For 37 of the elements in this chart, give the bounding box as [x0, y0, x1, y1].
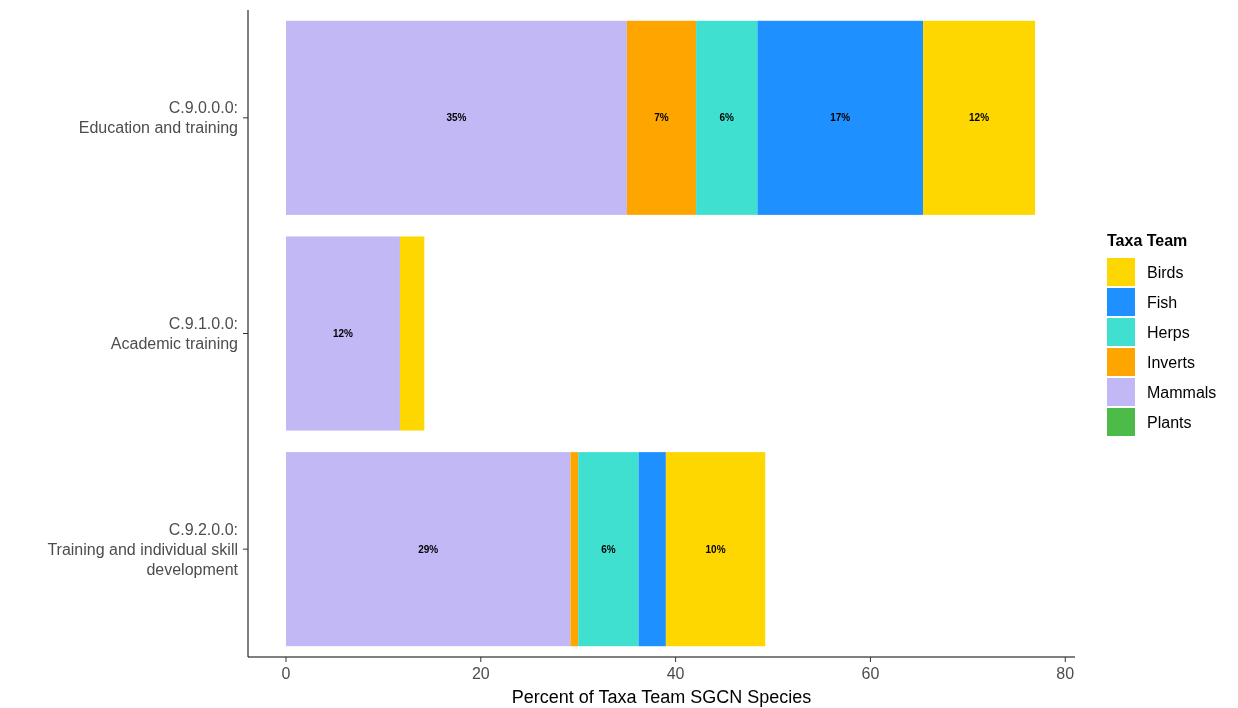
- legend-label: Herps: [1147, 323, 1190, 341]
- legend-label: Plants: [1147, 413, 1192, 431]
- legend-label: Birds: [1147, 263, 1184, 281]
- legend-label: Inverts: [1147, 353, 1196, 371]
- bar: [665, 452, 766, 647]
- data-label: 7%: [654, 112, 669, 124]
- x-tick-label: 60: [861, 665, 880, 682]
- y-tick-label: C.9.0.0.0: Education and training: [78, 99, 238, 137]
- bar: [399, 236, 425, 431]
- legend-label: Fish: [1147, 293, 1178, 311]
- legend-title: Taxa Team: [1107, 231, 1188, 249]
- data-label: 6%: [719, 112, 735, 124]
- bar: [757, 20, 924, 215]
- data-label: 35%: [446, 112, 467, 124]
- bar: [626, 20, 697, 215]
- bar: [285, 20, 627, 215]
- y-tick-label: C.9.2.0.0: Training and individual skill development: [47, 520, 239, 578]
- data-label: 29%: [418, 543, 439, 555]
- data-label: 6%: [601, 543, 616, 555]
- bar: [696, 20, 758, 215]
- data-label: 10%: [705, 543, 726, 555]
- bar: [285, 452, 571, 647]
- bar: [578, 452, 639, 647]
- x-tick-label: 40: [666, 665, 685, 682]
- bar: [570, 452, 579, 647]
- data-label: 12%: [332, 328, 354, 339]
- data-label: 17%: [830, 112, 851, 124]
- bar: [923, 20, 1036, 215]
- data-label: 12%: [969, 112, 990, 124]
- x-tick-label: 20: [471, 665, 490, 682]
- x-tick-label: 80: [1056, 665, 1075, 682]
- x-axis-title: Percent of Taxa Team SGCN Species: [511, 687, 812, 707]
- bar: [638, 452, 666, 647]
- bar: [285, 236, 400, 431]
- y-tick-label: C.9.1.0.0: Academic training: [110, 315, 238, 353]
- x-tick-label: 0: [281, 665, 291, 682]
- legend-label: Mammals: [1147, 383, 1217, 401]
